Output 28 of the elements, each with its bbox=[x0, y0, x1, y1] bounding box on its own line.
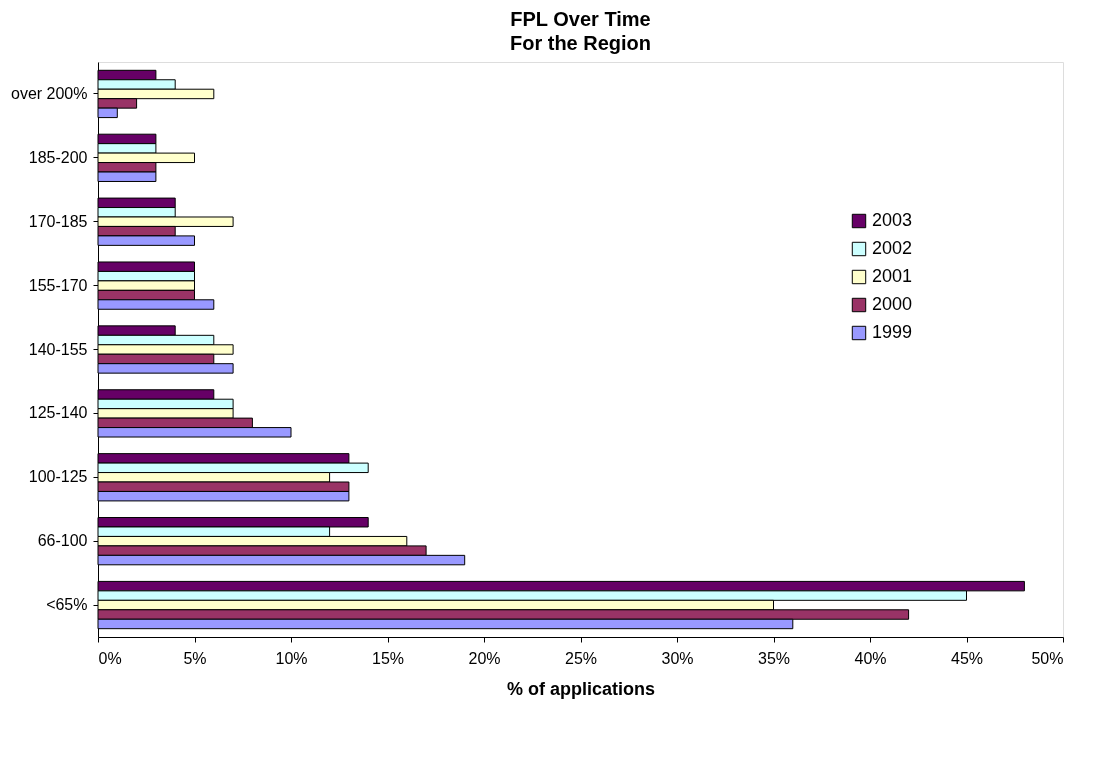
x-tick-label: 30% bbox=[661, 649, 694, 667]
y-tick-label: 125-140 bbox=[28, 404, 88, 422]
x-tick-label: 20% bbox=[468, 649, 501, 667]
y-tick-label: over 200% bbox=[11, 84, 88, 102]
x-tick-label: 35% bbox=[757, 649, 791, 667]
y-tick-label: 170-185 bbox=[28, 212, 88, 230]
x-tick-label: 25% bbox=[564, 649, 598, 667]
y-tick-label: 155-170 bbox=[28, 276, 88, 294]
x-tick-label: 10% bbox=[275, 649, 308, 667]
x-tick-label: 15% bbox=[371, 649, 405, 667]
x-axis-title: % of applications bbox=[506, 678, 656, 699]
y-tick-label: 66-100 bbox=[37, 532, 88, 550]
legend-label: 1999 bbox=[872, 322, 913, 342]
legend-label: 2003 bbox=[872, 210, 913, 230]
x-tick-label: 50% bbox=[1031, 649, 1064, 667]
x-tick-label: 5% bbox=[183, 649, 207, 667]
y-tick-label: 140-155 bbox=[28, 340, 88, 358]
chart-subtitle: For the Region bbox=[509, 32, 652, 54]
y-tick-label: 100-125 bbox=[28, 468, 88, 486]
y-tick-label: 185-200 bbox=[28, 148, 88, 166]
legend-label: 2000 bbox=[872, 294, 913, 314]
x-tick-label: 40% bbox=[854, 649, 887, 667]
chart-title: FPL Over Time bbox=[510, 8, 651, 30]
legend-label: 2002 bbox=[872, 238, 913, 258]
legend-label: 2001 bbox=[872, 266, 913, 286]
x-tick-label: 45% bbox=[950, 649, 984, 667]
y-tick-label: <65% bbox=[46, 596, 88, 614]
x-tick-label: 0% bbox=[98, 649, 122, 667]
